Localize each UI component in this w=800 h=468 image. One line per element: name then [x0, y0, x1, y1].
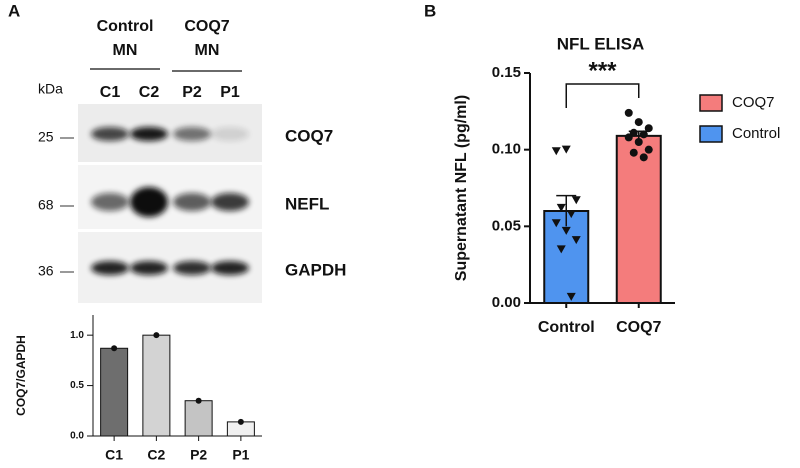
data-point: [551, 219, 561, 228]
data-point: [629, 148, 638, 157]
y-tick-label: 0.05: [492, 217, 521, 234]
y-tick-label: 0.00: [492, 294, 521, 311]
x-tick-label: Control: [538, 319, 595, 336]
blot-band: [91, 127, 129, 141]
blot-band: [173, 127, 211, 141]
kda-marker: 68: [38, 197, 54, 213]
data-point: [644, 145, 653, 154]
data-point: [644, 124, 653, 133]
data-point: [566, 210, 576, 219]
x-tick-label: COQ7: [616, 319, 661, 336]
y-tick-label: 0.10: [492, 141, 521, 158]
y-tick-label: 0.15: [492, 64, 521, 81]
blot-band: [91, 261, 129, 275]
x-tick-label: C1: [105, 447, 123, 463]
bar: [543, 210, 590, 304]
bar-dot: [111, 345, 118, 352]
lane-label: P2: [182, 84, 202, 101]
kda-marker: 36: [38, 263, 54, 279]
data-point: [634, 118, 643, 127]
bar: [184, 400, 213, 437]
lane-label: C2: [139, 84, 160, 101]
blot-band: [173, 193, 211, 211]
legend-label: Control: [732, 125, 780, 142]
chart-title: NFL ELISA: [557, 34, 645, 53]
y-tick-label: 1.0: [70, 330, 84, 341]
blot-band: [211, 261, 249, 275]
data-point: [561, 226, 571, 235]
blot-band: [130, 127, 168, 141]
bar-dot: [153, 332, 160, 339]
y-tick-label: 0.5: [70, 380, 84, 391]
blot-band: [211, 127, 249, 141]
x-tick-label: C2: [147, 447, 165, 463]
lane-label: P1: [220, 84, 240, 101]
bar-dot: [195, 397, 202, 404]
protein-label: GAPDH: [285, 260, 346, 279]
legend-swatch: [699, 94, 723, 112]
data-point: [561, 145, 571, 154]
data-point: [624, 108, 633, 117]
bar-dot: [237, 418, 244, 425]
bar: [142, 334, 171, 437]
data-point: [639, 153, 648, 162]
kda-marker: 25: [38, 129, 54, 145]
bar: [100, 347, 129, 437]
lane-label: C1: [100, 84, 121, 101]
data-point: [551, 147, 561, 156]
blot-band: [211, 193, 249, 211]
protein-label: NEFL: [285, 194, 329, 213]
data-point: [624, 133, 633, 142]
data-point: [566, 292, 576, 301]
blot-band: [91, 193, 129, 211]
group-label: MN: [195, 42, 220, 59]
bar: [615, 134, 662, 304]
y-tick-label: 0.0: [70, 431, 84, 442]
data-point: [571, 196, 581, 205]
data-point: [556, 203, 566, 212]
significance-bracket: [565, 83, 640, 108]
group-label: Control: [97, 18, 154, 35]
data-point: [639, 130, 648, 139]
y-axis-label: COQ7/GAPDH: [14, 335, 28, 416]
data-point: [634, 138, 643, 146]
data-point: [571, 236, 581, 245]
data-point: [556, 245, 566, 254]
blot-band: [173, 261, 211, 275]
blot-band: [130, 261, 168, 275]
y-axis-label: Supernatant NFL (pg/ml): [453, 95, 470, 281]
x-tick-label: P1: [232, 447, 249, 463]
protein-label: COQ7: [285, 126, 333, 145]
legend-swatch: [699, 125, 723, 143]
blot-band: [130, 187, 168, 217]
panel-label: A: [8, 1, 20, 20]
group-label: MN: [113, 42, 138, 59]
significance-label: ***: [588, 57, 617, 84]
legend-label: COQ7: [732, 94, 775, 111]
group-label: COQ7: [184, 18, 229, 35]
kda-label: kDa: [38, 81, 63, 97]
x-tick-label: P2: [190, 447, 207, 463]
panel-label: B: [424, 1, 436, 20]
